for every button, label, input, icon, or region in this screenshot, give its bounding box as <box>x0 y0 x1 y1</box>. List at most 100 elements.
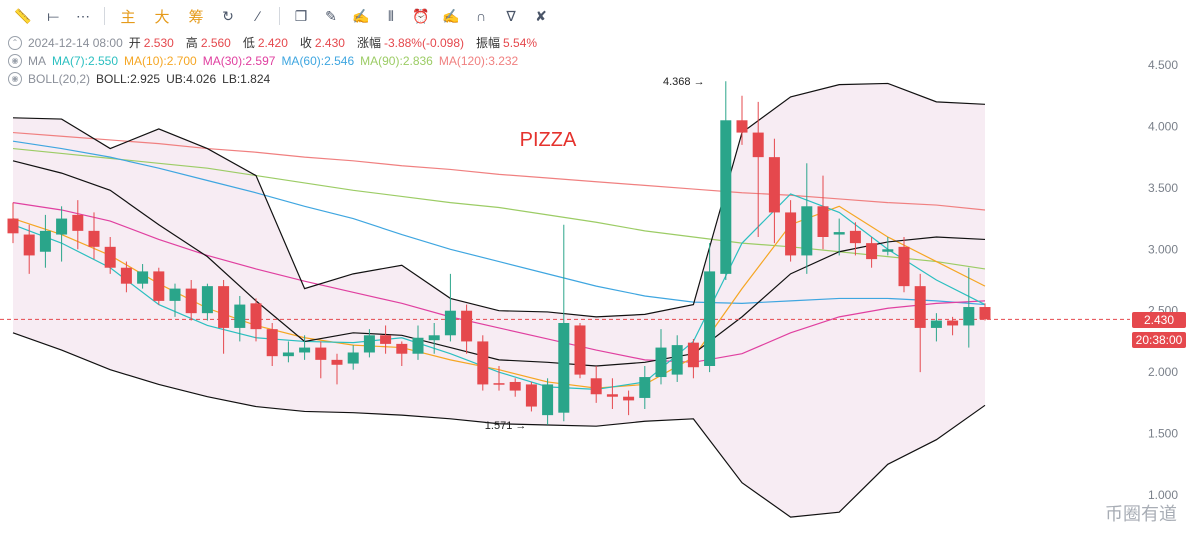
candle-body <box>590 378 602 395</box>
y-tick-label: 3.500 <box>1148 181 1178 195</box>
candle-body <box>282 352 294 357</box>
candle-body <box>169 288 181 301</box>
open-value: 2.530 <box>143 36 174 50</box>
candle-body <box>801 206 813 256</box>
copy-icon[interactable]: ❐ <box>294 7 308 24</box>
candle-body <box>299 347 311 353</box>
countdown-tag: 20:38:00 <box>1132 332 1186 348</box>
candle-body <box>671 345 683 375</box>
candle-body <box>752 132 764 158</box>
lb-value: LB:1.824 <box>222 72 271 86</box>
candle-body <box>39 230 51 252</box>
candle-body <box>623 396 635 401</box>
candle-body <box>88 230 100 247</box>
more-icon[interactable]: ⋯ <box>76 7 90 24</box>
large-button[interactable]: 大 <box>154 8 170 26</box>
candle-body <box>56 218 68 235</box>
candle-body <box>218 286 230 328</box>
eye-icon[interactable]: ◉ <box>8 72 22 86</box>
note-icon[interactable]: ✍ <box>442 7 460 24</box>
candle-body <box>542 384 554 416</box>
candle-body <box>461 310 473 342</box>
series-line-boll <box>12 160 986 367</box>
ruler-icon[interactable]: 📏 <box>14 7 32 24</box>
candle-body <box>412 337 424 354</box>
candle-body <box>525 384 537 407</box>
brush-icon[interactable]: ✍ <box>352 7 370 24</box>
candle-body <box>7 218 19 234</box>
candle-body <box>849 230 861 244</box>
ma90-value: MA(90):2.836 <box>360 54 433 68</box>
series-line-ma30 <box>12 202 986 363</box>
y-tick-label: 4.000 <box>1148 119 1178 133</box>
candle-body <box>477 341 489 385</box>
pen-icon[interactable]: ✎ <box>325 7 337 24</box>
ma10-value: MA(10):2.700 <box>124 54 197 68</box>
candle-body <box>914 286 926 328</box>
alarm-icon[interactable]: ⏰ <box>412 7 430 24</box>
candle-body <box>185 288 197 314</box>
candle-body <box>866 243 878 260</box>
candle-body <box>655 347 667 378</box>
candle-body <box>72 214 84 231</box>
horizontal-line-icon[interactable]: ⟝ <box>47 7 59 24</box>
y-tick-label: 4.500 <box>1148 58 1178 72</box>
candle-body <box>315 347 327 360</box>
candle-body <box>768 157 780 213</box>
watermark: 币圈有道 <box>1105 504 1177 524</box>
boll-value: BOLL:2.925 <box>96 72 161 86</box>
candle-body <box>23 234 35 256</box>
candle-body <box>120 267 132 284</box>
candle-body <box>833 232 845 235</box>
chips-button[interactable]: 筹 <box>188 8 204 26</box>
indicator-panel: ⌃ 2024-12-14 08:00 开 2.530 高 2.560 低 2.420 … <box>8 34 549 88</box>
candle-body <box>396 343 408 354</box>
ma30-value: MA(30):2.597 <box>202 54 276 68</box>
magnet-icon[interactable]: ∩ <box>475 8 487 24</box>
price-annotation: 4.368 → <box>663 76 705 88</box>
close-label: 收 <box>299 36 312 50</box>
y-tick-label: 2.000 <box>1148 365 1178 379</box>
candle-body <box>493 383 505 385</box>
candle-body <box>428 335 440 341</box>
candle-body <box>720 120 732 274</box>
close-value: 2.430 <box>314 36 345 50</box>
current-price-tag: 2.430 <box>1132 312 1186 328</box>
amplitude-label: 振幅 <box>476 36 501 50</box>
high-value: 2.560 <box>200 36 231 50</box>
low-label: 低 <box>242 36 255 50</box>
trash-icon[interactable]: ✘ <box>535 7 547 24</box>
open-label: 开 <box>128 36 141 50</box>
candle-body <box>930 320 942 328</box>
toolbar: 📏 ⟝ ⋯ 主 大 筹 ↻ ∕ ❐ ✎ ✍ ⫴ ⏰ ✍ ∩ ∇ ✘ <box>0 0 1189 32</box>
series-line-lb <box>12 332 986 518</box>
main-button[interactable]: 主 <box>120 8 136 26</box>
price-annotation: 1.571 → <box>485 420 527 432</box>
change-value: -3.88%(-0.098) <box>383 36 464 50</box>
candle-body <box>509 381 521 391</box>
candlestick-chart[interactable]: 4.5004.0003.5003.0002.5002.0001.5001.000… <box>0 32 1189 534</box>
ma60-value: MA(60):2.546 <box>281 54 355 68</box>
drawing-icon[interactable]: ∕ <box>256 8 260 24</box>
toolbar-divider <box>279 7 280 25</box>
refresh-icon[interactable]: ↻ <box>222 7 234 24</box>
ohlc-row: ⌃ 2024-12-14 08:00 开 2.530 高 2.560 低 2.420 … <box>8 34 549 52</box>
candle-body <box>898 246 910 287</box>
candle-body <box>250 303 262 330</box>
eye-icon[interactable]: ◉ <box>8 54 22 68</box>
collapse-icon[interactable]: ⌃ <box>8 36 22 50</box>
candles-icon[interactable]: ⫴ <box>388 7 394 24</box>
y-tick-label: 1.500 <box>1148 427 1178 441</box>
candle-body <box>153 271 165 301</box>
candle-body <box>736 120 748 133</box>
y-tick-label: 1.000 <box>1148 488 1178 502</box>
series-line-ma90 <box>12 147 986 270</box>
candle-body <box>963 307 975 326</box>
candle-body <box>363 335 375 353</box>
series-line-ma60 <box>12 140 986 306</box>
y-tick-label: 3.000 <box>1148 242 1178 256</box>
boll-label: BOLL(20,2) <box>28 72 91 86</box>
filter-icon[interactable]: ∇ <box>506 7 516 24</box>
candle-body <box>687 342 699 368</box>
candle-body <box>137 271 149 284</box>
